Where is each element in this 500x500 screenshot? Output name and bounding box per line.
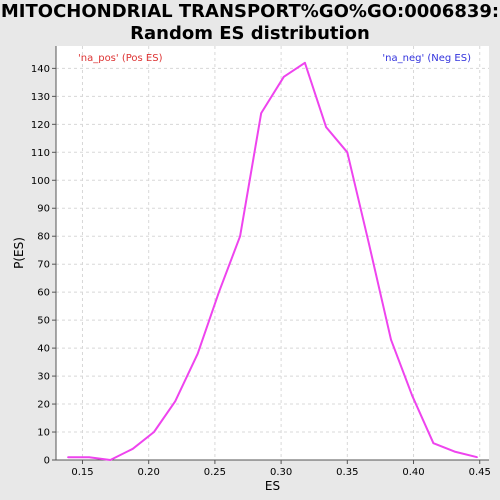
data-point [239,235,241,238]
x-tick-label: 0.40 [402,467,424,478]
data-point [390,338,392,341]
y-tick-label: 30 [37,372,50,383]
data-point [67,456,69,459]
data-point [153,431,155,433]
legend-pos-es: 'na_pos' (Pos ES) [78,53,163,64]
data-point [304,61,306,64]
chart-title-line-1: MITOCHONDRIAL TRANSPORT%GO%GO:0006839: [0,1,500,22]
y-tick-label: 60 [37,288,50,299]
x-tick-label: 0.45 [469,467,491,478]
x-tick-label: 0.15 [71,467,93,478]
axes: 0 10 20 30 40 50 60 70 80 90 100 110 120 130 140 0.15 0.… [31,46,491,478]
es-distribution-line [67,61,478,461]
data-point [218,291,220,293]
y-tick-label: 70 [37,260,50,271]
x-axis-label: ES [265,479,280,493]
data-point [453,450,456,453]
x-tick-label: 0.25 [204,467,226,478]
data-point [196,352,199,355]
y-tick-label: 90 [37,204,50,215]
y-tick-label: 10 [37,428,50,439]
y-tick-label: 140 [31,64,50,75]
x-tick-label: 0.30 [270,467,292,478]
y-axis-label: P(ES) [12,237,26,269]
y-tick-label: 40 [37,344,50,355]
data-point [476,456,478,459]
legend-neg-es: 'na_neg' (Neg ES) [382,53,471,64]
data-point [367,241,370,243]
y-tick-label: 130 [31,92,50,103]
y-tick-label: 80 [37,232,50,243]
y-tick-label: 100 [31,176,50,187]
data-point [109,459,112,461]
data-point [132,448,134,450]
chart-title: MITOCHONDRIAL TRANSPORT%GO%GO:0006839: R… [0,1,500,45]
x-tick-label: 0.20 [138,467,160,478]
data-point [88,456,90,459]
data-point [432,442,435,445]
data-point [325,126,327,128]
y-tick-label: 20 [37,400,50,411]
data-point [346,151,349,154]
data-point [411,394,413,397]
y-tick-label: 110 [31,148,50,159]
data-point [282,75,285,78]
series-layer [67,61,478,461]
x-tick-label: 0.35 [336,467,358,478]
data-point [174,400,176,403]
y-tick-label: 120 [31,120,50,131]
chart-title-line-2: Random ES distribution [130,23,370,44]
plot-area [56,46,489,460]
data-point [260,112,263,114]
y-tick-label: 50 [37,316,50,327]
y-tick-label: 0 [44,456,50,467]
